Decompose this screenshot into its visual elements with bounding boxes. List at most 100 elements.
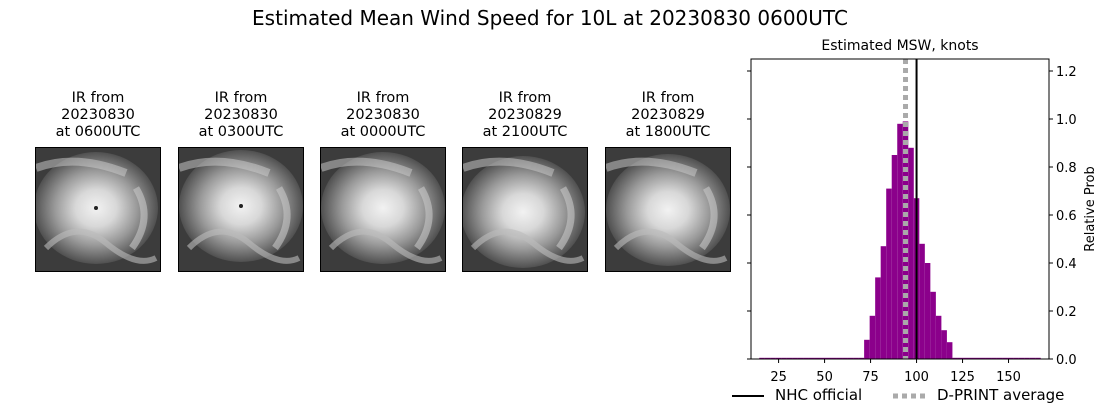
caption-line1: IR from (356, 90, 410, 106)
histogram-bar (946, 342, 953, 359)
ir-panel: IR from 20230830 at 0000UTC (320, 90, 446, 272)
histogram-bar (985, 357, 992, 359)
caption-line1: IR from (71, 90, 125, 106)
histogram-bar (1007, 357, 1014, 359)
caption-line3: at 2100UTC (482, 124, 568, 140)
chart-title: Estimated MSW, knots (821, 38, 978, 54)
histogram-bar (908, 147, 914, 359)
y-tick-label: 1.0 (1056, 113, 1077, 128)
legend-label-dprint: D-PRINT average (937, 386, 1065, 404)
histogram-bar (996, 357, 1003, 359)
histogram-bar (792, 357, 798, 359)
histogram-bar (1035, 357, 1041, 359)
legend-dotted-line-icon (893, 393, 925, 399)
caption-line2: 20230830 (346, 107, 420, 123)
caption-line3: at 0000UTC (340, 124, 426, 140)
histogram-bar (797, 357, 804, 359)
histogram-bar (891, 155, 898, 359)
histogram-bar (808, 357, 815, 359)
legend-solid-line-icon (732, 395, 764, 397)
y-axis-label: Relative Prob (1083, 166, 1098, 251)
x-tick-label: 50 (816, 370, 833, 385)
histogram-bar (858, 357, 865, 359)
histogram-bar (764, 357, 771, 359)
ir-panel-caption: IR from 20230829 at 2100UTC (462, 90, 588, 141)
plot-frame (750, 58, 1050, 360)
histogram-bar (924, 263, 931, 359)
caption-line2: 20230830 (61, 107, 135, 123)
histogram-bar (897, 123, 903, 359)
x-tick-label: 25 (770, 370, 787, 385)
histogram-bar (952, 357, 958, 359)
ir-panel: IR from 20230830 at 0600UTC (35, 90, 161, 272)
histogram-bar (775, 357, 782, 359)
caption-line2: 20230829 (488, 107, 562, 123)
y-tick-label: 0.0 (1056, 353, 1077, 368)
histogram-bar (968, 357, 975, 359)
histogram-bar (980, 357, 986, 359)
x-tick-label: 75 (862, 370, 879, 385)
x-tick-label: 150 (996, 370, 1021, 385)
histogram-bar (786, 357, 793, 359)
caption-line3: at 0600UTC (55, 124, 141, 140)
histogram-bar (869, 315, 876, 359)
caption-line2: 20230830 (204, 107, 278, 123)
histogram-bar (930, 291, 936, 359)
hurricane-ir-image (178, 147, 304, 272)
histogram-bar (814, 357, 820, 359)
histogram-bar (1013, 357, 1019, 359)
histogram-bar (1024, 357, 1030, 359)
y-tick-label: 0.6 (1056, 209, 1077, 224)
histogram-bar (963, 357, 969, 359)
ir-panel-caption: IR from 20230829 at 1800UTC (605, 90, 731, 141)
ir-panel-caption: IR from 20230830 at 0300UTC (178, 90, 304, 141)
chart-legend: NHC official D-PRINT average (728, 386, 1088, 406)
histogram-bar (759, 357, 765, 359)
hurricane-ir-image (320, 147, 446, 272)
figure-title: Estimated Mean Wind Speed for 10L at 202… (252, 6, 848, 30)
histogram-bar (1002, 357, 1008, 359)
histogram-bar (935, 315, 942, 359)
histogram-bar (974, 357, 981, 359)
y-tick-label: 1.2 (1056, 65, 1077, 80)
y-tick-label: 0.8 (1056, 161, 1077, 176)
ir-panel: IR from 20230829 at 1800UTC (605, 90, 731, 272)
y-tick-label: 0.4 (1056, 257, 1077, 272)
histogram-bar (825, 357, 832, 359)
histogram-bar (864, 339, 870, 359)
histogram-bar (880, 246, 887, 359)
ir-panel-caption: IR from 20230830 at 0600UTC (35, 90, 161, 141)
caption-line1: IR from (641, 90, 695, 106)
ir-panel: IR from 20230829 at 2100UTC (462, 90, 588, 272)
caption-line1: IR from (214, 90, 268, 106)
caption-line2: 20230829 (631, 107, 705, 123)
histogram-bar (819, 357, 826, 359)
histogram-bar (836, 357, 843, 359)
caption-line1: IR from (498, 90, 552, 106)
histogram-bar (842, 357, 848, 359)
histogram-bar (770, 357, 776, 359)
hurricane-ir-image (35, 147, 161, 272)
histogram-bar (847, 357, 854, 359)
y-tick-label: 0.2 (1056, 305, 1077, 320)
hurricane-ir-image (462, 147, 588, 272)
caption-line3: at 0300UTC (198, 124, 284, 140)
histogram-bar (941, 330, 947, 359)
x-tick-label: 125 (950, 370, 975, 385)
histogram-bar (875, 277, 881, 359)
histogram-bar (1029, 357, 1036, 359)
histogram-bar (853, 357, 859, 359)
histogram-bar (781, 357, 787, 359)
ir-panel: IR from 20230830 at 0300UTC (178, 90, 304, 272)
ir-panel-caption: IR from 20230830 at 0000UTC (320, 90, 446, 141)
histogram-bar (831, 357, 837, 359)
histogram-bar (1018, 357, 1025, 359)
histogram-bar (991, 357, 997, 359)
histogram-bar (886, 188, 892, 359)
caption-line3: at 1800UTC (625, 124, 711, 140)
legend-label-nhc: NHC official (775, 386, 863, 404)
hurricane-ir-image (605, 147, 731, 272)
histogram-bar (957, 357, 964, 359)
x-tick-label: 100 (904, 370, 929, 385)
